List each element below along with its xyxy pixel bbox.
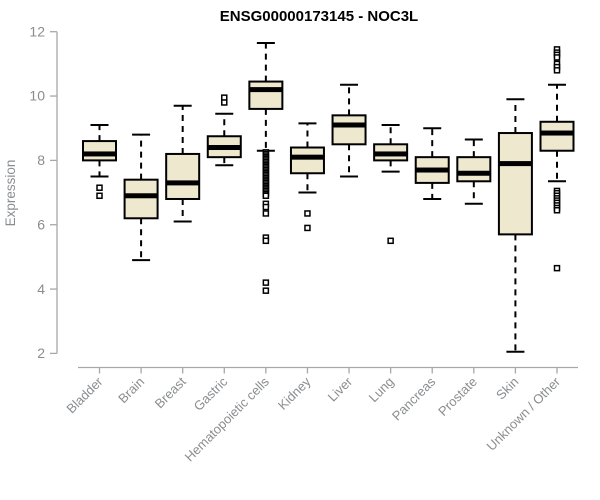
x-category-label: Unknown / Other [484,374,564,454]
y-tick-label: 2 [37,345,45,361]
outlier-point [304,210,311,217]
box-lung [373,123,409,245]
box-liver [331,83,367,178]
y-tick-label: 4 [37,281,45,297]
box-rect [289,146,325,175]
box-brain [123,133,159,262]
box-rect [165,152,201,200]
outlier-point [387,237,394,245]
median-line [540,130,574,136]
box-gastric [206,94,242,167]
outlier-point [553,206,561,214]
outlier-point [262,237,270,245]
outlier-point [96,184,103,191]
box-rect [539,120,575,152]
box-hematopoietic-cells [248,41,284,294]
boxes [82,41,575,353]
median-line [374,151,408,157]
box-unknown-other [539,46,575,272]
median-line [124,193,158,199]
outlier-point [262,279,270,286]
median-line [249,87,283,93]
box-rect [248,80,284,110]
outlier-point [553,54,561,61]
outlier-point [221,99,228,106]
x-category-label: Gastric [191,374,231,414]
box-rect [331,114,367,146]
box-breast [165,104,201,223]
x-category-label: Brain [115,374,147,406]
box-prostate [456,138,492,205]
box-skin [497,98,533,353]
median-line [207,145,241,151]
box-kidney [289,122,325,232]
y-tick-label: 8 [37,152,45,168]
outlier-point [96,192,103,200]
x-category-label: Skin [493,374,521,402]
median-line [415,167,449,173]
x-category-label: Prostate [435,374,480,419]
x-category-label: Liver [325,374,356,405]
x-category-label: Breast [152,374,189,411]
outlier-point [553,264,561,272]
outlier-point [262,210,270,217]
box-rect [82,140,117,162]
outlier-point [553,67,561,74]
x-category-label: Kidney [275,374,314,413]
box-rect [456,156,492,183]
box-rect [497,132,533,236]
outlier-point [262,203,270,211]
median-line [290,154,324,160]
chart-title: ENSG00000173145 - NOC3L [220,8,418,25]
x-category-label: Pancreas [389,374,439,424]
median-line [457,170,491,176]
y-tick-label: 12 [29,23,45,39]
box-rect [123,178,159,220]
y-tick-label: 10 [29,88,45,104]
box-bladder [82,123,117,200]
outlier-point [304,224,311,232]
x-category-label: Lung [366,374,397,405]
box-pancreas [414,127,450,200]
median-line [332,122,366,128]
y-tick-label: 6 [37,216,45,232]
median-line [83,151,116,157]
outlier-point [262,192,270,200]
x-category-label: Bladder [63,374,106,417]
median-line [498,161,532,167]
y-axis-label: Expression [3,160,18,227]
median-line [166,180,200,186]
outlier-point [262,287,270,294]
